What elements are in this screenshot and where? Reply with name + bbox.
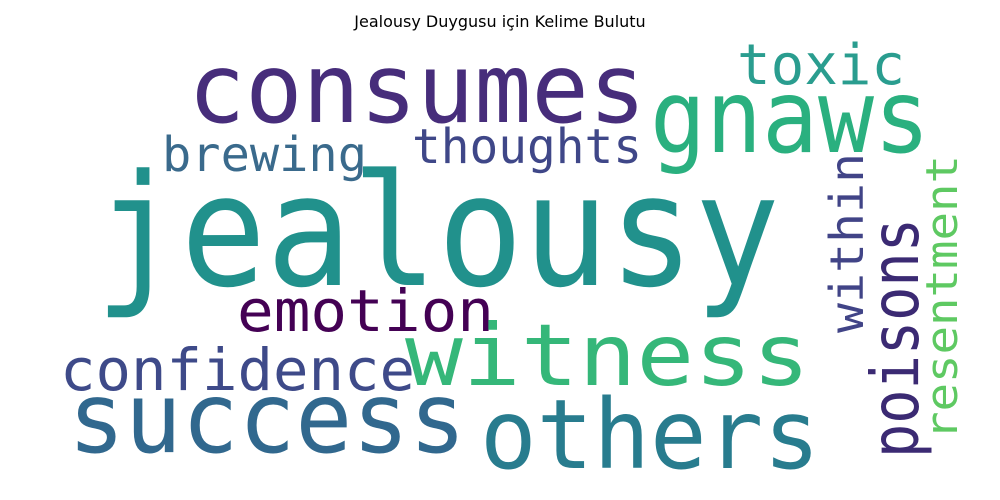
word-witness: witness [405,306,810,406]
word-within: within [820,153,874,333]
word-brewing: brewing [162,127,367,183]
word-others: others [480,379,820,491]
word-thoughts: thoughts [412,119,642,175]
word-gnaws: gnaws [650,58,930,177]
word-confidence: confidence [60,336,415,404]
word-emotion: emotion [237,277,494,345]
word-consumes: consumes [188,33,646,145]
word-jealousy: jealousy [95,141,780,322]
word-success: success [68,362,466,476]
word-toxic: toxic [737,33,905,98]
word-poisons: poisons [857,218,934,458]
figure-title: Jealousy Duygusu için Kelime Bulutu [354,12,646,31]
word-resentment: resentment [917,155,968,440]
